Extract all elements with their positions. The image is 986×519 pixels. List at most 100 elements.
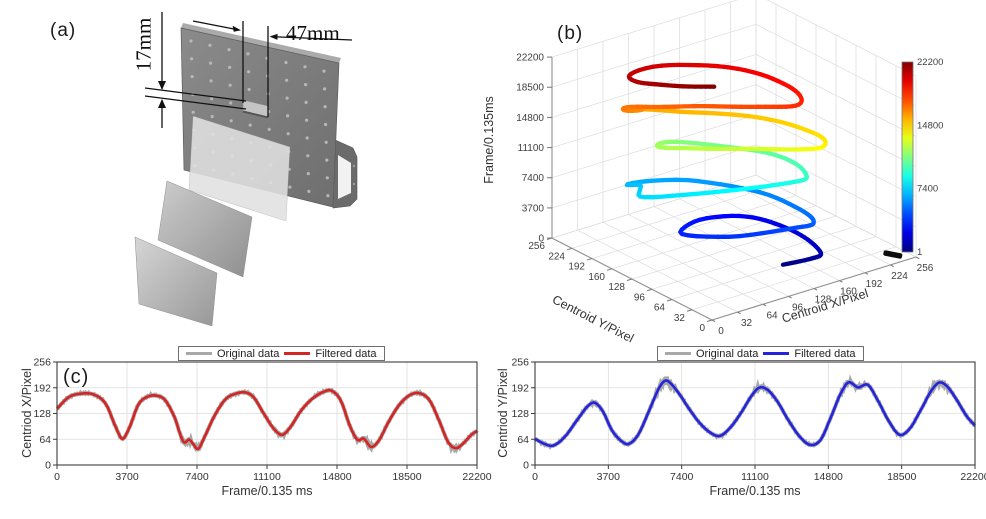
centroid-y-plot: 0 3700 7400 11100 14800 18500 22200 0 64 128 192 25… [511, 357, 986, 484]
line [671, 236, 877, 300]
circle [229, 101, 233, 105]
line [144, 87, 247, 102]
trajectory-zaxis-label: Frame/0.135ms [482, 96, 496, 184]
line [591, 195, 797, 259]
grid [57, 362, 477, 465]
legend-label-original-x: Original data [217, 347, 280, 360]
legend-swatch-original-x [186, 352, 212, 355]
circle [248, 123, 252, 127]
polygon [158, 99, 166, 108]
tick-label: 0 [45, 460, 51, 472]
tick-label: 7400 [917, 184, 938, 195]
circle [286, 114, 290, 118]
line [551, 144, 757, 209]
panel-c-label: (c) [63, 366, 90, 388]
circle [288, 185, 292, 189]
circle [228, 83, 232, 87]
centroid-x-xlabel: Frame/0.135 ms [221, 484, 313, 498]
tick-labels: 0 3700 7400 11100 14800 18500 22200 0 64 128 192 25… [511, 357, 986, 484]
circle [325, 158, 329, 162]
diffuser-screen [188, 115, 291, 222]
tick-label: 32 [741, 318, 753, 329]
filtered-data-line [534, 379, 976, 448]
circle [285, 78, 289, 82]
polygon [269, 33, 278, 40]
ticks-3d [546, 56, 920, 323]
line [737, 311, 741, 315]
dimension-47mm: 47mm [286, 21, 340, 45]
tab-slot [242, 110, 269, 119]
line [706, 319, 713, 322]
tick-label: 22200 [516, 53, 544, 64]
tick-label: 128 [511, 408, 529, 420]
line [566, 247, 573, 251]
tick-label: 0 [523, 460, 529, 472]
tick-label: 224 [891, 271, 908, 282]
tick-label: 22200 [960, 471, 986, 483]
circle [324, 122, 328, 127]
ticks [53, 361, 478, 469]
circle [228, 65, 232, 69]
tick-label: 224 [548, 251, 565, 262]
line [192, 20, 240, 31]
tick-label: 11100 [253, 471, 281, 483]
sheet-bottom [134, 236, 218, 327]
circle [306, 172, 310, 176]
tick-label: 14800 [516, 113, 544, 124]
line [755, 84, 917, 167]
legend-centroid-x: Original data Filtered data [178, 346, 385, 361]
centroid-y-ylabel: Centriod Y/Pixel [496, 368, 510, 458]
tick-label: 1 [917, 247, 922, 258]
line [144, 95, 247, 110]
line [551, 0, 739, 58]
line [703, 110, 723, 116]
tick-label: 160 [840, 287, 857, 298]
tick-label: 256 [528, 241, 545, 252]
circle [352, 164, 356, 168]
legend-label-filtered-y: Filtered data [794, 347, 856, 360]
tick-labels-3d: 0326496128160192224256032649612816019222… [516, 53, 934, 337]
legend-swatch-filtered-y [763, 352, 790, 355]
line [732, 112, 751, 119]
line [666, 299, 673, 302]
tick-label: 64 [517, 434, 529, 446]
circle [322, 69, 326, 73]
centroid-x-plot: 0 3700 7400 11100 14800 18500 22200 0 64 128 192 25… [33, 357, 491, 484]
legend-centroid-y: Original data Filtered data [657, 346, 864, 361]
tick-label: 14800 [814, 471, 843, 483]
bracket-cutout [338, 155, 351, 199]
tick-label: 128 [815, 295, 832, 306]
circle [284, 60, 288, 65]
tick-label: 96 [634, 292, 646, 303]
tick-label: 7400 [185, 471, 209, 483]
line [691, 246, 897, 311]
line [813, 288, 818, 291]
tick-label: 32 [674, 313, 686, 324]
tick-label: 64 [654, 303, 666, 314]
circle [307, 189, 311, 193]
tick-label: 0 [54, 471, 60, 483]
circle [210, 114, 214, 119]
circle [227, 48, 231, 52]
line [717, 111, 737, 117]
circle [210, 97, 214, 101]
line [755, 114, 917, 198]
line [711, 319, 716, 323]
tick-label: 160 [588, 272, 605, 283]
circle [247, 87, 251, 92]
tick-labels: 0 3700 7400 11100 14800 18500 22200 0 64 128 192 25… [33, 357, 491, 484]
panel-a-label: (a) [50, 20, 77, 41]
line [606, 268, 613, 271]
tick-label: 192 [511, 382, 529, 394]
circle [285, 96, 289, 100]
tick-label: 3700 [597, 471, 621, 483]
legend-swatch-original-y [665, 352, 691, 355]
line [864, 272, 869, 275]
tick-label: 3700 [115, 471, 139, 483]
tick-label: 0 [538, 234, 544, 245]
tick-label: 256 [917, 263, 934, 274]
circle [190, 75, 194, 79]
line [686, 309, 693, 312]
trajectory-3d-plot: 0326496128160192224256032649612816019222… [516, 0, 943, 337]
line [755, 54, 917, 137]
